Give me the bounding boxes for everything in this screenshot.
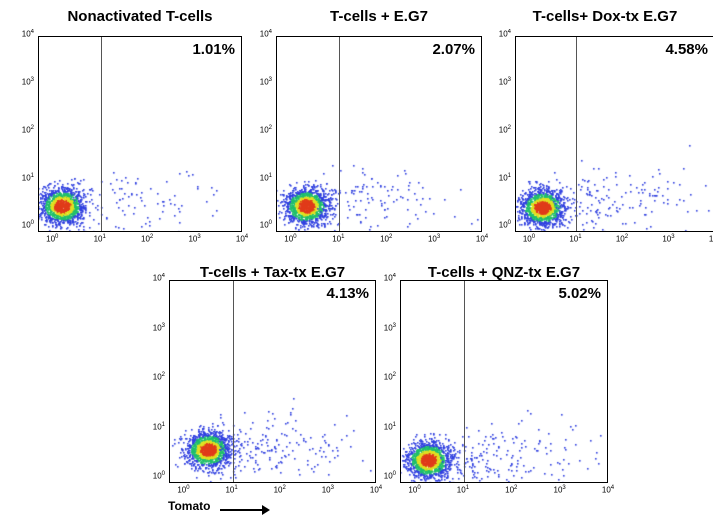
- gate-percentage: 4.13%: [326, 285, 369, 302]
- x-tick-label: 103: [553, 485, 566, 495]
- x-tick-label: 102: [273, 485, 286, 495]
- plot-area: 2.07%: [276, 36, 482, 232]
- x-tick-label: 101: [456, 485, 470, 495]
- y-tick-label: 102: [383, 372, 396, 382]
- x-tick-label: 100: [408, 485, 421, 495]
- panel-title: T-cells + QNZ-tx E.G7: [427, 264, 581, 281]
- y-tick-label: 104: [259, 29, 272, 39]
- x-tick-label: 104: [235, 234, 249, 244]
- y-tick-label: 100: [152, 471, 165, 481]
- event-dots: [170, 281, 375, 482]
- panel-title: T-cells+ Dox-tx E.G7: [532, 8, 678, 25]
- x-tick-label: 104: [708, 234, 713, 244]
- gate-line: [232, 281, 234, 482]
- y-tick-label: 101: [21, 172, 34, 183]
- x-tick-label: 104: [369, 485, 383, 495]
- x-tick-label: 103: [188, 234, 201, 244]
- gate-percentage: 2.07%: [432, 41, 475, 58]
- y-tick-label: 101: [498, 172, 511, 183]
- y-tick-label: 100: [21, 220, 34, 231]
- x-tick-label: 102: [505, 485, 518, 495]
- x-tick-label: 101: [332, 234, 345, 244]
- gate-percentage: 5.02%: [558, 285, 601, 302]
- y-tick-label: 103: [383, 322, 396, 333]
- y-tick-label: 101: [259, 172, 272, 183]
- x-tick-label: 103: [662, 234, 675, 244]
- event-dots: [401, 281, 607, 482]
- gate-percentage: 1.01%: [192, 41, 235, 58]
- x-tick-label: 102: [141, 234, 154, 244]
- x-axis-arrow: [220, 505, 270, 515]
- gate-line: [576, 37, 578, 231]
- y-tick-label: 103: [259, 76, 272, 87]
- y-tick-label: 101: [383, 421, 396, 432]
- panel-title: Nonactivated T-cells: [67, 8, 213, 25]
- x-tick-label: 100: [284, 234, 297, 244]
- y-tick-label: 103: [21, 76, 34, 87]
- x-tick-label: 101: [569, 234, 582, 244]
- gate-line: [100, 37, 102, 231]
- y-tick-label: 100: [259, 220, 272, 231]
- x-tick-label: 104: [601, 485, 615, 495]
- x-axis-label: Tomato: [168, 499, 211, 513]
- event-dots: [516, 37, 713, 231]
- gate-percentage: 4.58%: [665, 41, 708, 58]
- y-tick-label: 100: [383, 471, 396, 481]
- y-tick-label: 104: [21, 29, 34, 39]
- plot-area: 4.58%: [515, 36, 713, 232]
- y-tick-label: 103: [498, 76, 511, 87]
- x-tick-label: 103: [427, 234, 441, 244]
- x-tick-label: 104: [475, 234, 489, 244]
- plot-area: 4.13%: [169, 280, 376, 483]
- event-dots: [277, 37, 481, 231]
- x-tick-label: 103: [321, 485, 334, 495]
- x-tick-label: 100: [522, 234, 536, 244]
- plot-area: 5.02%: [400, 280, 608, 483]
- y-tick-label: 104: [498, 29, 511, 39]
- panel-title: T-cells + E.G7: [330, 8, 428, 25]
- panel-title: T-cells + Tax-tx E.G7: [199, 264, 346, 281]
- plot-area: 1.01%: [38, 36, 242, 232]
- x-tick-label: 101: [225, 485, 238, 495]
- x-tick-label: 102: [380, 234, 393, 244]
- event-dots: [39, 37, 241, 231]
- x-tick-label: 100: [46, 234, 59, 244]
- y-tick-label: 104: [152, 273, 165, 283]
- gate-line: [463, 281, 465, 482]
- y-tick-label: 102: [21, 124, 34, 135]
- y-tick-label: 102: [152, 372, 165, 382]
- y-tick-label: 100: [498, 220, 511, 231]
- x-tick-label: 100: [177, 485, 190, 495]
- gate-line: [339, 37, 341, 231]
- x-tick-label: 102: [615, 234, 629, 244]
- x-tick-label: 101: [93, 234, 106, 244]
- y-tick-label: 102: [259, 124, 272, 135]
- y-tick-label: 102: [498, 124, 511, 135]
- y-tick-label: 104: [383, 273, 396, 283]
- y-tick-label: 103: [152, 322, 165, 333]
- y-tick-label: 101: [152, 421, 165, 432]
